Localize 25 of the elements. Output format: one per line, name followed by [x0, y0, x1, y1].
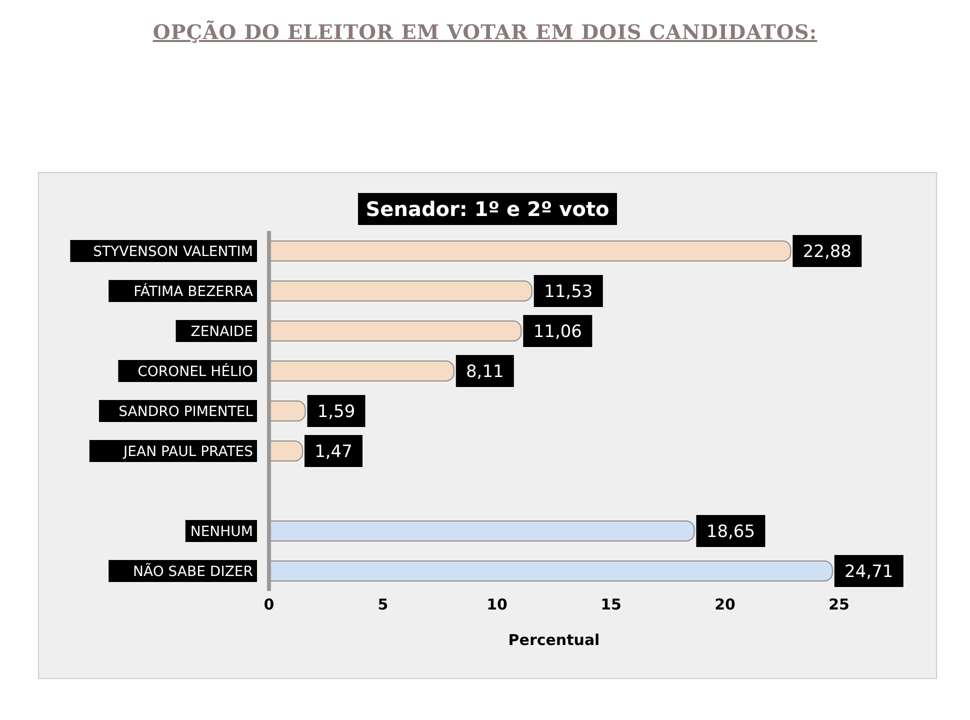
y-tick-label: CORONEL HÉLIO [138, 363, 253, 380]
data-label: 24,71 [844, 562, 894, 582]
x-tick-label: 25 [828, 596, 850, 614]
data-label: 1,59 [317, 402, 356, 422]
y-tick-label: STYVENSON VALENTIM [93, 244, 253, 260]
data-label: 22,88 [802, 242, 852, 262]
y-tick-label: ZENAIDE [190, 324, 253, 340]
y-tick-label: JEAN PAUL PRATES [122, 444, 254, 460]
data-label: 11,06 [533, 322, 582, 342]
chart-subtitle: Senador: 1º e 2º voto [358, 193, 618, 225]
data-label: 1,47 [314, 442, 352, 462]
data-label: 18,65 [706, 522, 756, 542]
x-tick-label: 20 [714, 596, 736, 614]
x-axis-title: Percentual [508, 631, 600, 649]
data-label: 11,53 [544, 282, 593, 302]
x-tick-label: 15 [600, 596, 622, 614]
data-label: 8,11 [466, 362, 504, 382]
x-tick-label: 5 [378, 596, 388, 614]
y-tick-label: FÁTIMA BEZERRA [134, 283, 254, 300]
chart-title: OPÇÃO DO ELEITOR EM VOTAR EM DOIS CANDIDATOS: [152, 20, 818, 44]
x-tick-label: 0 [264, 596, 274, 614]
y-tick-label: NÃO SABE DIZER [133, 563, 254, 580]
y-tick-label: SANDRO PIMENTEL [118, 404, 254, 420]
y-tick-label: NENHUM [190, 524, 253, 540]
x-tick-label: 10 [486, 596, 508, 614]
